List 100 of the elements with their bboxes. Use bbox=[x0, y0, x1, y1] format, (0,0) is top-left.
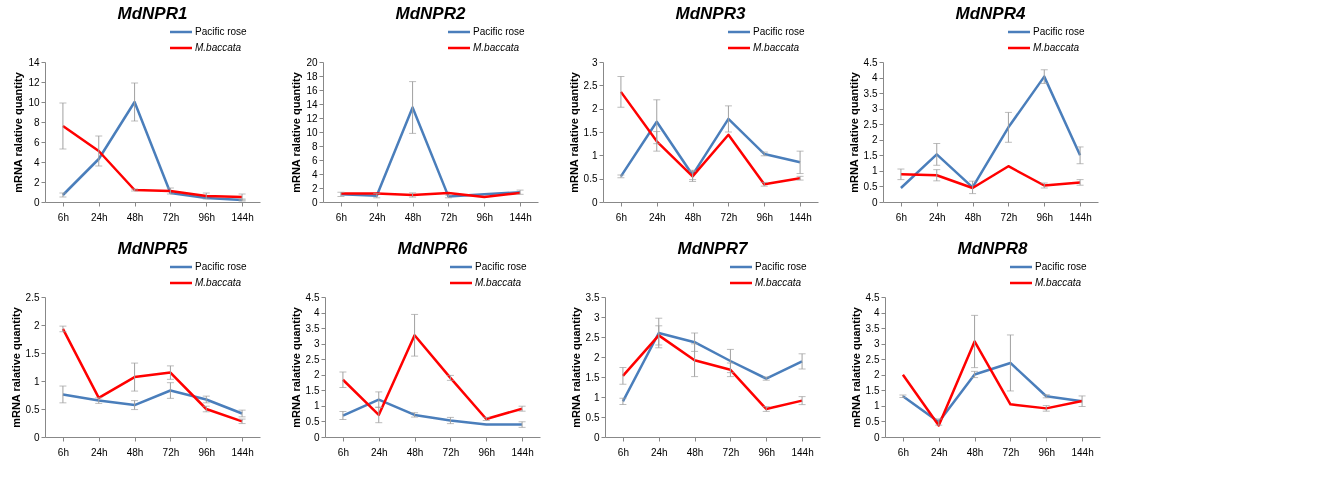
x-tick-label: 72h bbox=[722, 446, 740, 458]
legend-label: M.baccata bbox=[195, 277, 242, 288]
chart-title: MdNPR1 bbox=[117, 4, 188, 23]
y-tick-label: 1 bbox=[873, 400, 880, 412]
x-tick-label: 48h bbox=[686, 446, 704, 458]
y-tick-label: 8 bbox=[311, 140, 318, 152]
x-tick-label: 96h bbox=[1036, 211, 1054, 223]
chart-title: MdNPR7 bbox=[677, 239, 749, 258]
y-tick-label: 2.5 bbox=[585, 331, 600, 343]
x-tick-label: 72h bbox=[1002, 446, 1020, 458]
y-tick-label: 3.5 bbox=[863, 87, 878, 99]
y-tick-label: 3 bbox=[871, 103, 878, 115]
x-tick-label: 24h bbox=[928, 211, 946, 223]
y-tick-label: 0 bbox=[591, 196, 598, 208]
y-tick-label: 2 bbox=[593, 351, 600, 363]
y-tick-label: 3 bbox=[591, 56, 598, 68]
y-tick-label: 2.5 bbox=[305, 353, 320, 365]
legend-label: Pacific rose bbox=[473, 26, 526, 37]
line-series bbox=[619, 117, 802, 178]
x-tick-label: 96h bbox=[476, 211, 494, 223]
legend-label: M.baccata bbox=[1033, 42, 1080, 53]
y-tick-label: 4 bbox=[311, 168, 318, 180]
y-tick-label: 2 bbox=[33, 176, 40, 188]
y-tick-label: 0 bbox=[593, 431, 600, 443]
y-tick-label: 2 bbox=[313, 369, 320, 381]
x-tick-label: 72h bbox=[162, 446, 180, 458]
chart-title: MdNPR4 bbox=[955, 4, 1026, 23]
x-tick-label: 96h bbox=[1038, 446, 1056, 458]
y-tick-label: 4 bbox=[871, 72, 878, 84]
y-tick-label: 4 bbox=[33, 156, 40, 168]
y-tick-label: 0 bbox=[33, 431, 40, 443]
y-tick-label: 3 bbox=[313, 338, 320, 350]
line-series bbox=[901, 340, 1084, 427]
x-tick-label: 6h bbox=[895, 211, 907, 223]
y-tick-label: 1.5 bbox=[865, 384, 880, 396]
legend-label: M.baccata bbox=[473, 42, 520, 53]
x-tick-label: 72h bbox=[720, 211, 738, 223]
y-tick-label: 4.5 bbox=[865, 291, 880, 303]
x-tick-label: 48h bbox=[406, 446, 424, 458]
y-tick-label: 2 bbox=[591, 103, 598, 115]
x-tick-label: 24h bbox=[90, 446, 108, 458]
x-tick-label: 96h bbox=[198, 211, 216, 223]
y-tick-label: 4.5 bbox=[863, 56, 878, 68]
y-tick-label: 0 bbox=[311, 196, 318, 208]
y-tick-label: 1.5 bbox=[305, 384, 320, 396]
y-tick-label: 16 bbox=[306, 84, 318, 96]
legend-label: Pacific rose bbox=[753, 26, 806, 37]
y-tick-label: 2 bbox=[311, 182, 318, 194]
y-tick-label: 2 bbox=[33, 319, 40, 331]
y-tick-label: 4 bbox=[873, 307, 880, 319]
x-tick-label: 144h bbox=[509, 211, 532, 223]
line-series bbox=[899, 164, 1082, 190]
y-tick-label: 0.5 bbox=[305, 415, 320, 427]
y-tick-label: 3.5 bbox=[865, 322, 880, 334]
y-tick-label: 3 bbox=[873, 338, 880, 350]
y-tick-label: 2 bbox=[873, 369, 880, 381]
x-tick-label: 144h bbox=[791, 446, 814, 458]
y-tick-label: 1 bbox=[33, 375, 40, 387]
chart-title: MdNPR6 bbox=[397, 239, 468, 258]
line-series bbox=[341, 334, 524, 421]
y-tick-label: 1 bbox=[591, 149, 598, 161]
y-tick-label: 6 bbox=[33, 136, 40, 148]
y-tick-label: 0.5 bbox=[585, 411, 600, 423]
y-tick-label: 12 bbox=[306, 112, 318, 124]
y-tick-label: 0 bbox=[873, 431, 880, 443]
chart-title: MdNPR2 bbox=[395, 4, 466, 23]
x-tick-label: 72h bbox=[442, 446, 460, 458]
y-axis-title: mRNA ralative quantity bbox=[567, 71, 580, 193]
chart-title: MdNPR5 bbox=[117, 239, 188, 258]
y-axis-title: mRNA ralative quantity bbox=[569, 306, 582, 428]
line-series bbox=[61, 327, 244, 423]
y-tick-label: 2.5 bbox=[865, 353, 880, 365]
y-tick-label: 10 bbox=[306, 126, 318, 138]
y-tick-label: 8 bbox=[33, 116, 40, 128]
y-tick-label: 0 bbox=[871, 196, 878, 208]
y-tick-label: 14 bbox=[28, 56, 40, 68]
y-tick-label: 6 bbox=[311, 154, 318, 166]
y-tick-label: 1.5 bbox=[585, 371, 600, 383]
y-tick-label: 3.5 bbox=[305, 322, 320, 334]
y-tick-label: 1 bbox=[871, 165, 878, 177]
x-tick-label: 48h bbox=[404, 211, 422, 223]
y-tick-label: 3 bbox=[593, 311, 600, 323]
y-tick-label: 0.5 bbox=[25, 403, 40, 415]
y-tick-label: 2.5 bbox=[583, 79, 598, 91]
y-tick-label: 12 bbox=[28, 76, 40, 88]
y-axis-title: mRNA ralative quantity bbox=[290, 71, 303, 193]
legend-label: M.baccata bbox=[755, 277, 802, 288]
x-tick-label: 96h bbox=[758, 446, 776, 458]
y-tick-label: 2 bbox=[871, 134, 878, 146]
x-tick-label: 48h bbox=[684, 211, 702, 223]
chart-title: MdNPR8 bbox=[957, 239, 1028, 258]
y-tick-label: 1.5 bbox=[863, 149, 878, 161]
legend-label: M.baccata bbox=[1035, 277, 1082, 288]
x-tick-label: 24h bbox=[370, 446, 388, 458]
x-tick-label: 96h bbox=[756, 211, 774, 223]
x-tick-label: 48h bbox=[126, 446, 144, 458]
y-tick-label: 1 bbox=[313, 400, 320, 412]
line-series bbox=[619, 90, 802, 186]
y-axis-title: mRNA ralative quantity bbox=[849, 306, 862, 428]
x-tick-label: 48h bbox=[964, 211, 982, 223]
